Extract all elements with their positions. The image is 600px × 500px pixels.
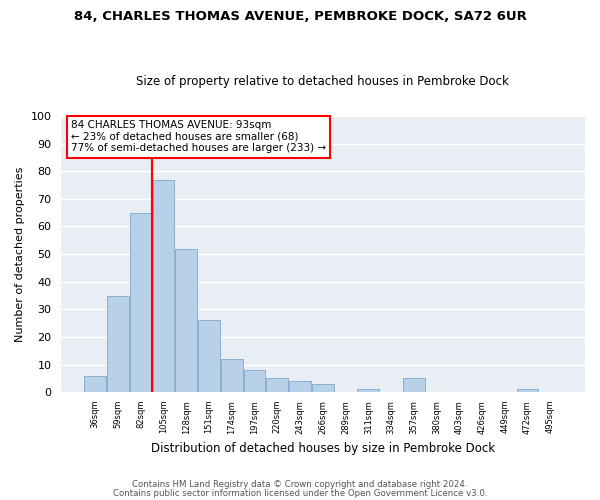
Bar: [152, 180, 175, 392]
Bar: [403, 378, 425, 392]
Bar: [175, 248, 197, 392]
Bar: [312, 384, 334, 392]
Title: Size of property relative to detached houses in Pembroke Dock: Size of property relative to detached ho…: [136, 76, 509, 88]
Bar: [517, 390, 538, 392]
Bar: [130, 212, 152, 392]
Bar: [244, 370, 265, 392]
Text: 84, CHARLES THOMAS AVENUE, PEMBROKE DOCK, SA72 6UR: 84, CHARLES THOMAS AVENUE, PEMBROKE DOCK…: [74, 10, 526, 23]
Bar: [198, 320, 220, 392]
Text: 84 CHARLES THOMAS AVENUE: 93sqm
← 23% of detached houses are smaller (68)
77% of: 84 CHARLES THOMAS AVENUE: 93sqm ← 23% of…: [71, 120, 326, 154]
Text: Contains public sector information licensed under the Open Government Licence v3: Contains public sector information licen…: [113, 489, 487, 498]
Bar: [358, 390, 379, 392]
Text: Contains HM Land Registry data © Crown copyright and database right 2024.: Contains HM Land Registry data © Crown c…: [132, 480, 468, 489]
Bar: [221, 359, 242, 392]
X-axis label: Distribution of detached houses by size in Pembroke Dock: Distribution of detached houses by size …: [151, 442, 495, 455]
Bar: [289, 381, 311, 392]
Bar: [85, 376, 106, 392]
Bar: [266, 378, 288, 392]
Bar: [107, 296, 129, 392]
Y-axis label: Number of detached properties: Number of detached properties: [15, 166, 25, 342]
